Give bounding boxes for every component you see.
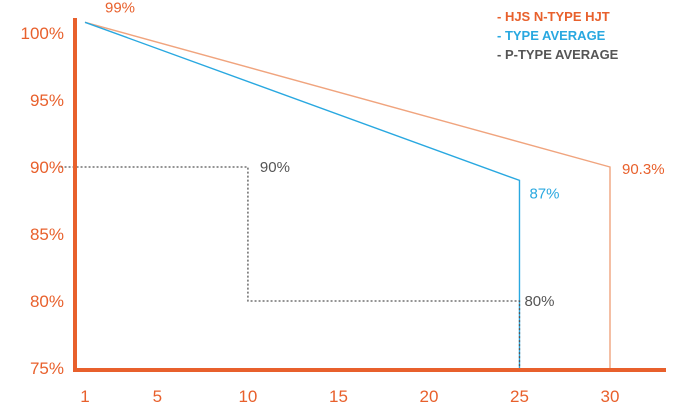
y-tick-label: 100% xyxy=(21,24,64,43)
data-label: 99% xyxy=(105,0,135,16)
x-tick-label: 30 xyxy=(601,387,620,406)
x-tick-label: 15 xyxy=(329,387,348,406)
legend-entry: - HJS N-TYPE HJT xyxy=(497,9,610,24)
x-tick-label: 10 xyxy=(238,387,257,406)
y-tick-label: 85% xyxy=(30,225,64,244)
x-tick-label: 5 xyxy=(153,387,162,406)
y-tick-label: 80% xyxy=(30,292,64,311)
legend-entry: - P-TYPE AVERAGE xyxy=(497,47,619,62)
series-line-2 xyxy=(60,166,521,368)
x-tick-label: 20 xyxy=(420,387,439,406)
x-tick-label: 1 xyxy=(80,387,89,406)
y-tick-label: 95% xyxy=(30,91,64,110)
legend-entry: - TYPE AVERAGE xyxy=(497,28,606,43)
data-label: 90% xyxy=(260,159,290,176)
data-label: 80% xyxy=(524,293,554,310)
y-tick-label: 90% xyxy=(30,158,64,177)
x-tick-label: 25 xyxy=(510,387,529,406)
data-label: 90.3% xyxy=(622,161,665,178)
series-line-0 xyxy=(84,21,611,368)
y-tick-label: 75% xyxy=(30,359,64,378)
series-line-1 xyxy=(84,21,521,368)
data-label: 87% xyxy=(529,185,559,202)
